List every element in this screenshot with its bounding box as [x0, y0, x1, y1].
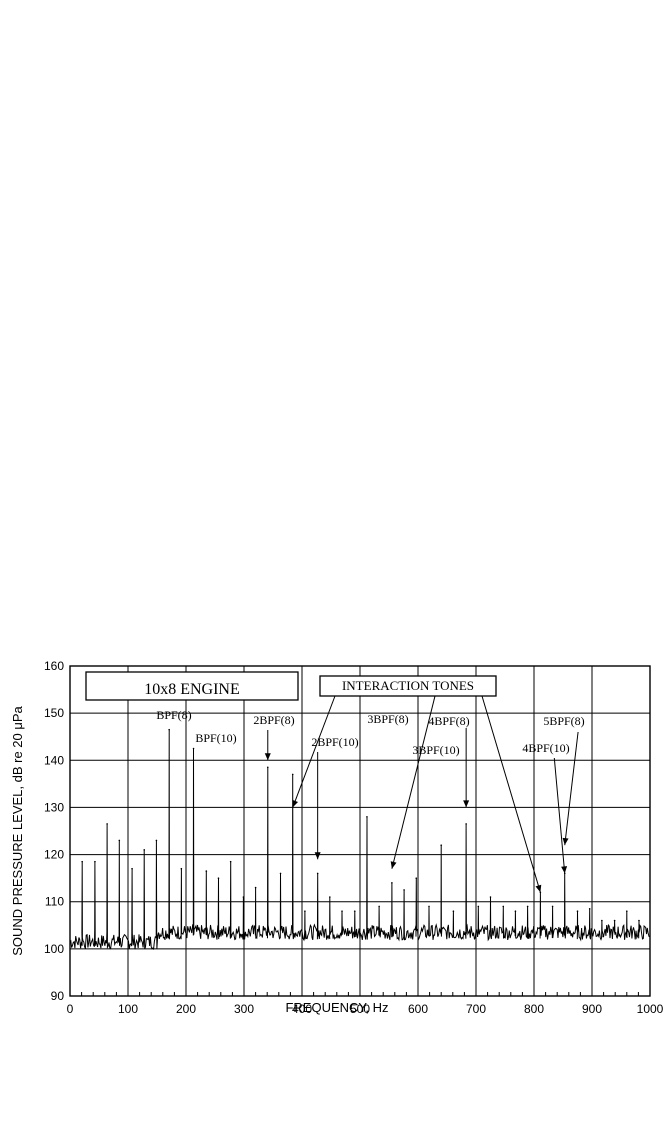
y-tick-label: 110 — [45, 895, 64, 909]
spectrum-peak-point — [452, 910, 455, 912]
engine-label: 10x8 ENGINE — [144, 681, 240, 698]
y-tick-label: 120 — [44, 848, 64, 862]
label-3bpf8: 3BPF(8) — [367, 712, 408, 726]
spectrum-peak-point — [502, 905, 505, 908]
arrow-interaction-384-head — [292, 799, 299, 808]
x-tick-label: 100 — [118, 1002, 138, 1016]
spectrum-peak-point — [477, 905, 480, 908]
arrow-interaction-811-head — [535, 884, 542, 893]
arrow-interaction-384 — [292, 695, 336, 808]
spectrum-peak-point — [81, 860, 83, 863]
spectrum-peak-point — [588, 907, 591, 910]
spectrum-chart-svg: 0 100 200 300 400 500 600 700 800 900 1000 90 100 110… — [10, 659, 664, 1016]
y-tick-label: 150 — [44, 706, 64, 720]
engine-label-box — [85, 671, 299, 701]
arrow-4bpf8-head — [463, 800, 470, 808]
x-tick-label: 200 — [176, 1002, 196, 1016]
chart-axes: 0 100 200 300 400 500 600 700 800 900 1000 90 100 110… — [44, 659, 664, 1016]
spectrum-peak-point — [143, 849, 146, 851]
y-tick-label: 100 — [44, 942, 64, 956]
spectrum-peak-point — [638, 919, 640, 922]
spectrum-peak-point — [168, 728, 170, 731]
spectrum-peak-point — [304, 910, 306, 912]
spectrum-peak-point — [415, 877, 418, 879]
y-tick-label: 90 — [51, 989, 65, 1003]
spectrum-peak-point — [526, 905, 529, 908]
x-tick-label: 500 — [350, 1002, 370, 1016]
label-4bpf8: 4BPF(8) — [428, 714, 469, 728]
spectrum-peak-point — [316, 872, 319, 875]
y-tick-label: 140 — [44, 753, 64, 767]
y-tick-label: 160 — [44, 659, 64, 673]
spectrum-peak-point — [229, 860, 232, 863]
interaction-tones-label: INTERACTION TONES — [342, 678, 474, 693]
spectrum-peak-point — [291, 773, 294, 776]
spectrum-peak-point — [366, 816, 368, 818]
y-tick-label: 130 — [44, 800, 64, 814]
arrow-2bpf10-head — [314, 852, 321, 860]
arrow-5bpf8-head — [562, 837, 569, 846]
x-tick-label: 400 — [292, 1002, 312, 1016]
spectrum-peak-point — [155, 839, 158, 842]
arrow-interaction-555 — [391, 695, 436, 869]
spectrum-peak-point — [341, 910, 343, 912]
spectrum-peak-point — [576, 910, 579, 912]
x-tick-label: 700 — [466, 1002, 486, 1016]
arrow-4bpf10 — [553, 757, 566, 874]
spectrum-peak-point — [131, 867, 133, 870]
spectrum-peak-point — [353, 910, 356, 912]
spectrum-peak-point — [242, 896, 245, 898]
spectrum-peak-point — [465, 823, 467, 825]
x-tick-label: 900 — [582, 1002, 602, 1016]
spectrum-peak-point — [403, 889, 405, 891]
x-axis-title: FREQUENCY, Hz — [285, 1000, 388, 1015]
x-tick-label: 1000 — [637, 1002, 664, 1016]
label-5bpf8: 5BPF(8) — [543, 714, 584, 728]
x-tick-label: 0 — [67, 1002, 74, 1016]
spectrum-peak-point — [254, 886, 257, 889]
spectrum-peak-point — [514, 910, 517, 912]
arrow-5bpf8 — [564, 731, 579, 846]
spectrum-peak-point — [391, 882, 393, 884]
arrow-4bpf10-head — [561, 866, 568, 874]
chart-annotations: 10x8 ENGINE INTERACTION TONES BPF(8) BPF(10… — [85, 671, 585, 893]
spectrum-peak-point — [118, 839, 121, 842]
y-axis-title: SOUND PRESSURE LEVEL, dB re 20 μPa — [10, 705, 25, 955]
label-bpf10: BPF(10) — [195, 731, 236, 745]
arrow-2bpf8-head — [264, 753, 271, 761]
spectrum-peak-point — [489, 896, 492, 898]
spectrum-peak-point — [205, 870, 208, 872]
arrow-interaction-555-head — [390, 861, 397, 869]
spectrum-peak-point — [329, 896, 331, 898]
label-4bpf10: 4BPF(10) — [522, 741, 569, 755]
spectrum-peak-point — [613, 919, 616, 922]
spectrum-peak-point — [440, 844, 443, 846]
label-3bpf10: 3BPF(10) — [412, 743, 459, 757]
spectrum-peak-point — [279, 872, 282, 875]
label-2bpf8: 2BPF(8) — [253, 713, 294, 727]
spectrum-peak-point — [217, 877, 220, 879]
label-bpf8: BPF(8) — [156, 708, 191, 722]
x-tick-label: 300 — [234, 1002, 254, 1016]
interaction-tones-label-box — [319, 675, 497, 697]
x-tick-label: 800 — [524, 1002, 544, 1016]
spectrum-peak-point — [106, 823, 108, 825]
spectrum-peak-point — [378, 905, 380, 908]
spectrum-line — [69, 729, 650, 951]
spectrum-peak-point — [551, 905, 554, 908]
spectrum-peak-point — [601, 919, 603, 922]
spectrum-peak-point — [94, 860, 96, 863]
spectrum-peak-point — [180, 867, 183, 870]
x-tick-label: 600 — [408, 1002, 428, 1016]
spectrum-peak-point — [192, 747, 195, 750]
spectrum-peak-point — [428, 905, 430, 908]
spectrum-peak-point — [266, 766, 269, 769]
label-2bpf10: 2BPF(10) — [311, 735, 358, 749]
arrow-interaction-811 — [481, 695, 541, 893]
spectrum-chart: 0 100 200 300 400 500 600 700 800 900 1000 90 100 110… — [0, 650, 667, 1030]
spectrum-peak-point — [626, 910, 628, 912]
